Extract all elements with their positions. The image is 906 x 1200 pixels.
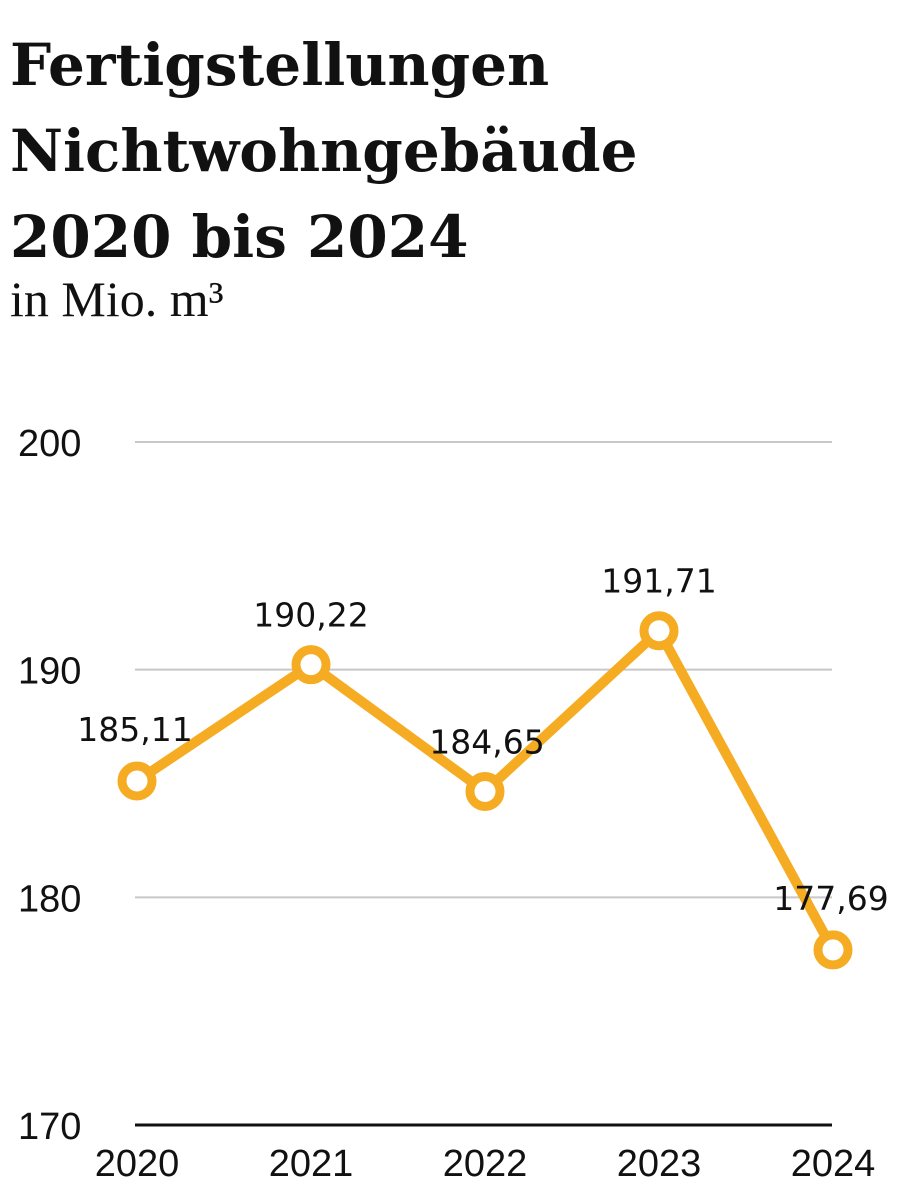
x-tick-label-2020: 2020 xyxy=(95,1143,180,1185)
data-point-2022 xyxy=(465,771,505,811)
data-label-2023: 191,71 xyxy=(601,562,716,601)
data-label-2022: 184,65 xyxy=(429,722,544,761)
x-tick-label-2024: 2024 xyxy=(791,1143,876,1185)
chart-title: Fertigstellungen Nichtwohngebäude 2020 b… xyxy=(10,22,638,280)
y-tick-label-180: 180 xyxy=(18,878,81,920)
title-line-2: Nichtwohngebäude xyxy=(10,117,638,185)
x-tick-label-2021: 2021 xyxy=(269,1143,354,1185)
y-tick-label-200: 200 xyxy=(18,423,81,465)
data-label-2024: 177,69 xyxy=(773,879,888,918)
data-label-2021: 190,22 xyxy=(253,596,368,635)
chart-subtitle: in Mio. m³ xyxy=(10,271,224,327)
y-tick-label-190: 190 xyxy=(18,651,81,693)
title-line-3: 2020 bis 2024 xyxy=(10,203,469,271)
data-point-2021 xyxy=(291,645,331,685)
x-tick-label-2022: 2022 xyxy=(443,1143,528,1185)
data-point-2020 xyxy=(117,761,157,801)
data-point-2023 xyxy=(639,611,679,651)
x-tick-label-2023: 2023 xyxy=(617,1143,702,1185)
y-tick-label-170: 170 xyxy=(18,1106,81,1148)
title-line-1: Fertigstellungen xyxy=(10,31,550,99)
data-point-2024 xyxy=(813,930,853,970)
data-label-2020: 185,11 xyxy=(77,710,192,749)
